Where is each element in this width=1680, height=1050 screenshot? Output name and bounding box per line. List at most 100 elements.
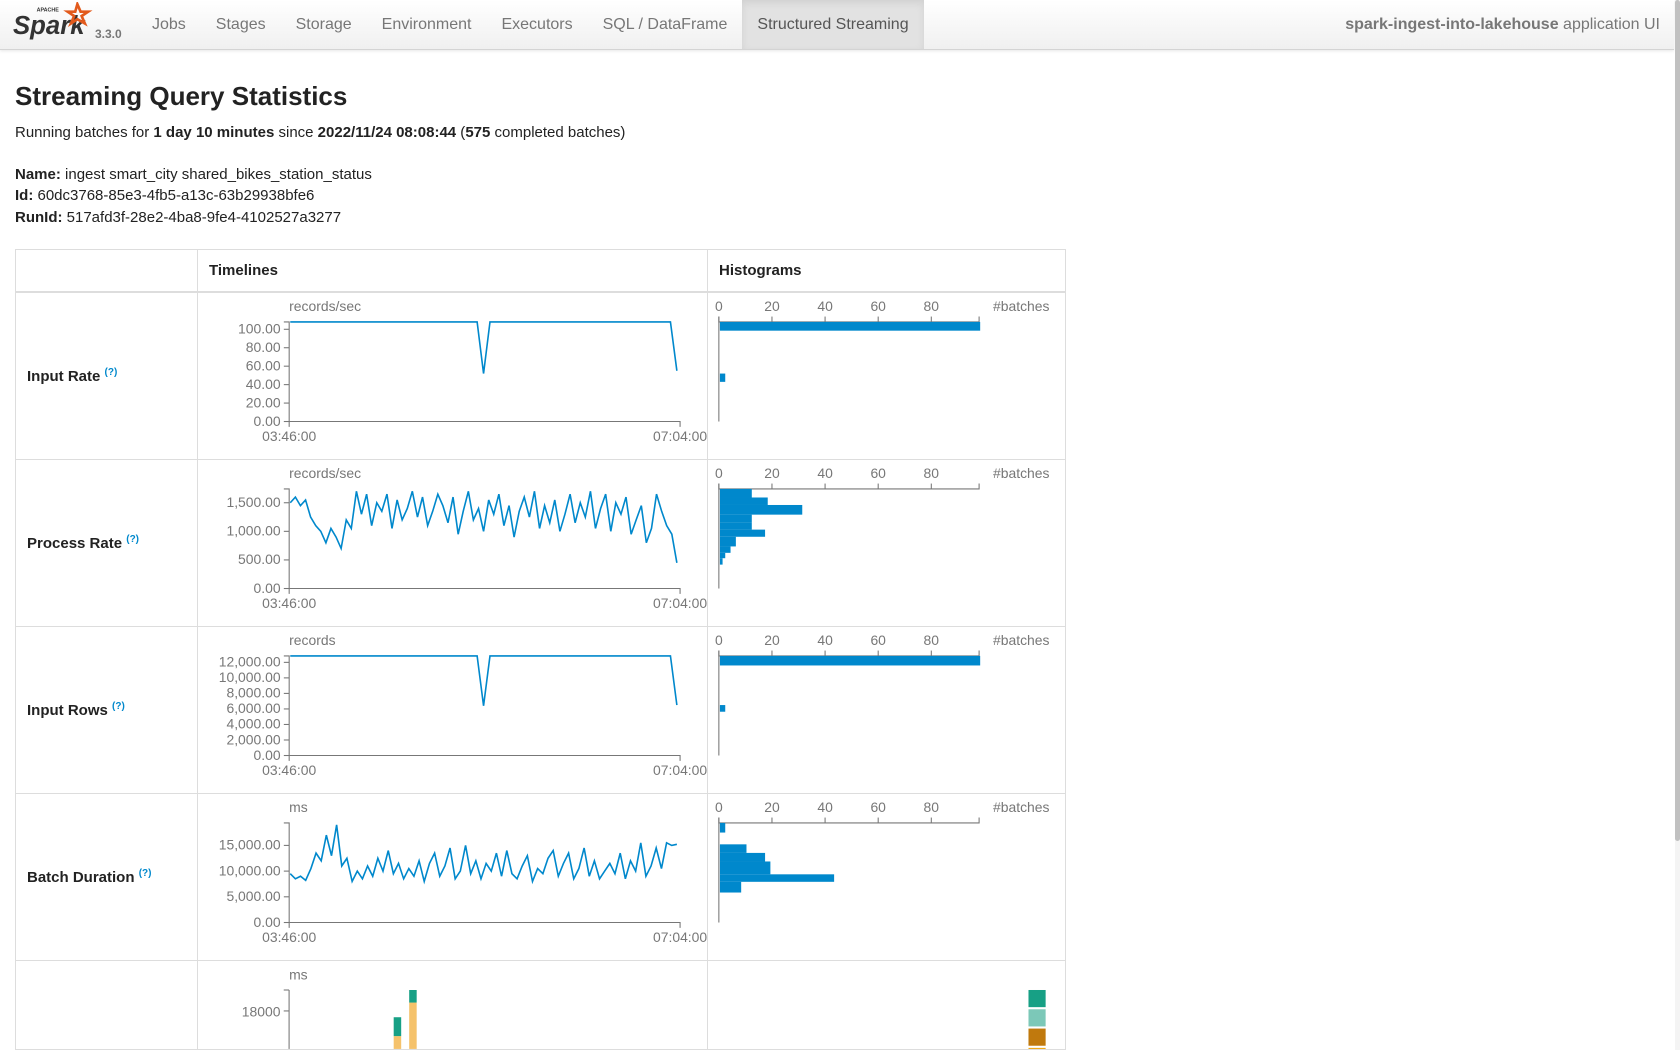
y-tick-label: 0.00 [254, 580, 281, 596]
y-tick-label: 0.00 [254, 914, 281, 930]
tab-structured-streaming[interactable]: Structured Streaming [742, 0, 924, 49]
histogram-bar [719, 552, 726, 559]
metric-name: Process Rate [27, 535, 123, 552]
histogram-bar [719, 536, 736, 547]
header-histograms: Histograms [707, 249, 1066, 293]
y-tick-label: 4,000.00 [226, 716, 280, 732]
unit-label: ms [289, 799, 308, 815]
stacked-bar-segment [393, 1017, 402, 1037]
timeline-chart: records 0.002,000.004,000.006,000.008,000… [219, 632, 707, 778]
y-tick-label: 10,000.00 [219, 669, 281, 685]
histogram-tick-label: 60 [870, 632, 886, 648]
histogram-bar [719, 822, 726, 833]
app-name: spark-ingest-into-lakehouse application … [1345, 16, 1660, 33]
histogram-x-label: #batches [993, 632, 1049, 648]
x-tick-label: 07:04:00 [653, 428, 707, 444]
histogram-tick-label: 20 [764, 632, 780, 648]
scrollbar-thumb[interactable] [1675, 0, 1680, 841]
y-tick-label: 20.00 [246, 394, 281, 410]
help-tooltip-icon[interactable]: (?) [126, 534, 140, 545]
timeline-cell: ms 18000 [197, 960, 708, 1050]
histogram-bar [719, 373, 726, 382]
timeline-line [290, 655, 678, 706]
histogram-tick-label: 80 [924, 632, 940, 648]
unit-label: records/sec [289, 298, 361, 314]
header-timelines: Timelines [197, 249, 708, 293]
metric-label: Input Rate (?) [15, 291, 198, 460]
histogram-tick-label: 20 [764, 465, 780, 481]
histogram-x-label: #batches [993, 298, 1049, 314]
legend-swatch [1028, 1047, 1046, 1049]
metric-label: Batch Duration (?) [15, 793, 198, 961]
histogram-cell: 0 20 40 60 80 #batches [707, 626, 1066, 794]
histogram-bar [719, 497, 768, 505]
help-tooltip-icon[interactable]: (?) [112, 701, 125, 712]
running-summary: Running batches for 1 day 10 minutes sin… [15, 124, 626, 141]
y-axis [283, 655, 681, 761]
x-tick-label: 03:46:00 [262, 595, 316, 611]
histogram-tick-label: 20 [764, 799, 780, 815]
y-tick-label: 8,000.00 [226, 685, 280, 701]
x-tick-label: 07:04:00 [653, 762, 707, 778]
histogram-tick-label: 80 [924, 799, 940, 815]
histogram-bar [719, 514, 752, 523]
histogram-chart: 0 20 40 60 80 #batches [715, 799, 1050, 923]
tab-executors[interactable]: Executors [501, 16, 573, 33]
svg-text:APACHE: APACHE [37, 8, 60, 14]
histogram-tick-label: 80 [924, 298, 940, 314]
help-tooltip-icon[interactable]: (?) [138, 868, 152, 879]
legend-swatch [1028, 989, 1046, 1008]
timeline-line [289, 824, 678, 885]
histogram-cell: 0 20 40 60 80 #batches [707, 459, 1066, 627]
stacked-bar-segment [409, 1002, 417, 1049]
legend-swatch [1028, 1009, 1046, 1027]
histogram-tick-label: 40 [817, 298, 833, 314]
histogram-cell: 0 20 40 60 80 #batches [707, 793, 1066, 961]
y-tick-label: 18000 [242, 1003, 281, 1019]
y-tick-label: 1,500.00 [226, 494, 280, 510]
scrollbar[interactable] [1675, 0, 1680, 1050]
histogram-bar [719, 504, 803, 515]
legend [1028, 989, 1046, 1049]
tab-environment[interactable]: Environment [381, 16, 472, 33]
tab-stages[interactable]: Stages [215, 16, 266, 33]
histogram-x-label: #batches [993, 465, 1049, 481]
tab-jobs[interactable]: Jobs [152, 16, 186, 33]
histogram-bar [719, 852, 766, 862]
histogram-bar [719, 558, 723, 565]
histogram-chart: 0 20 40 60 80 #batches [715, 632, 1050, 756]
timeline-cell: ms 0.00 5,000.00 10,000.00 15,000.00 03:46:00… [197, 793, 708, 961]
histogram-tick-label: 40 [817, 799, 833, 815]
stats-row: Input Rows (?) records 0.00 2,000.00 4,000.0… [15, 626, 1066, 794]
histogram-x-axis [718, 650, 980, 657]
histogram-bar [719, 321, 981, 331]
x-tick-label: 03:46:00 [262, 428, 316, 444]
y-axis [283, 321, 681, 427]
stacked-bar-segment [393, 1036, 402, 1049]
histogram-chart: 0 20 40 60 80 #batches [715, 465, 1050, 589]
y-tick-label: 500.00 [238, 551, 281, 567]
tab-storage[interactable]: Storage [295, 16, 352, 33]
spark-logo[interactable]: APACHE Spark [13, 2, 131, 45]
nav-tabs: Jobs Stages Storage Environment Executors SQL… [137, 0, 924, 49]
y-tick-label: 6,000.00 [226, 700, 280, 716]
stats-row: ms 18000 [15, 960, 1066, 1050]
timeline-line [290, 321, 678, 374]
metric-name: Input Rows [27, 702, 108, 719]
timeline-chart: records/sec 0.00 500.00 1,000.00 1,500.00 03:… [226, 465, 707, 611]
histogram-tick-label: 80 [924, 465, 940, 481]
navbar: APACHE Spark 3.3.0 Jobs Stages Storage Envi… [0, 0, 1674, 50]
y-tick-label: 12,000.00 [219, 654, 281, 670]
header-empty [15, 249, 198, 293]
histogram-bar [719, 522, 752, 530]
timeline-chart: ms 0.00 5,000.00 10,000.00 15,000.00 03:46:00… [219, 799, 707, 945]
stats-table: Timelines Histograms Input Rate (?) recor… [15, 249, 1066, 1050]
metric-name: Input Rate [27, 368, 101, 385]
y-tick-label: 100.00 [238, 321, 281, 337]
histogram-tick-label: 20 [764, 298, 780, 314]
query-name: Name: ingest smart_city shared_bikes_sta… [15, 166, 372, 183]
x-tick-label: 07:04:00 [653, 595, 707, 611]
x-tick-label: 07:04:00 [653, 929, 707, 945]
tab-sql-dataframe[interactable]: SQL / DataFrame [602, 16, 728, 33]
help-tooltip-icon[interactable]: (?) [104, 367, 118, 378]
